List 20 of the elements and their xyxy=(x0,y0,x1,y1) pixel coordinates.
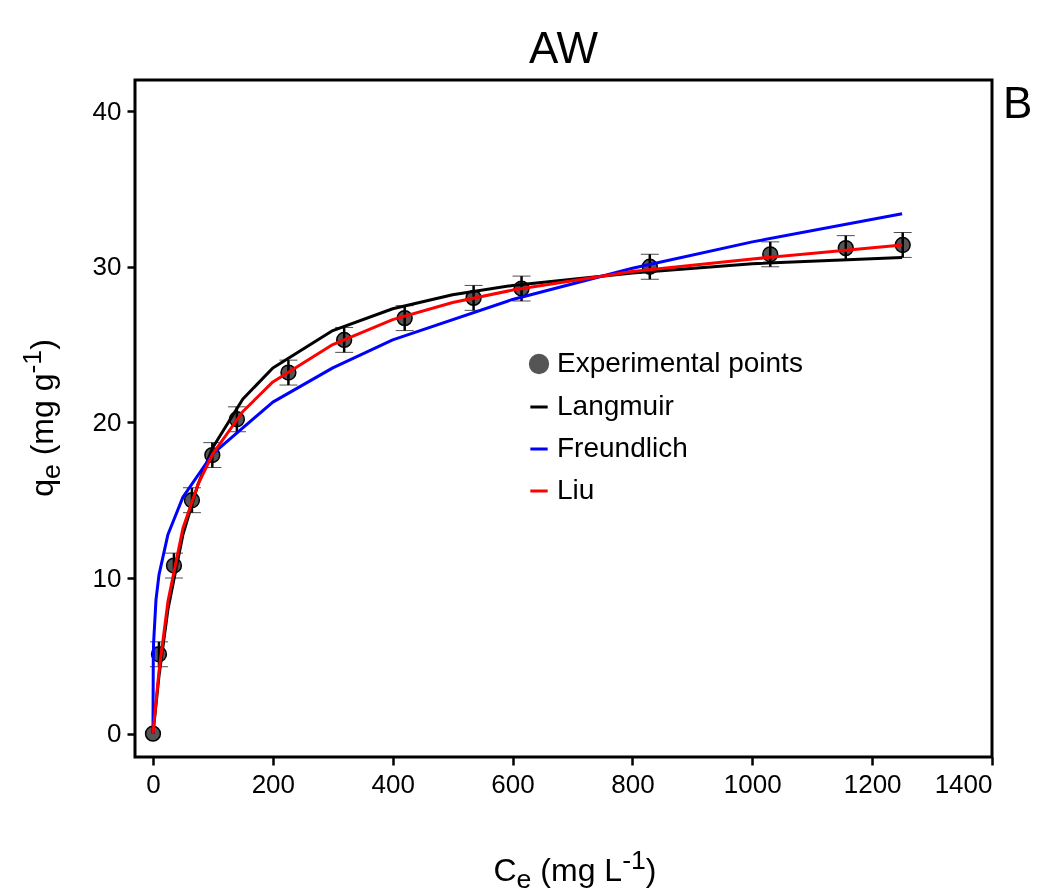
y-tick-label: 10 xyxy=(92,562,122,593)
y-tick-label: 0 xyxy=(107,718,122,749)
y-tick-label: 30 xyxy=(92,251,122,282)
x-tick-label: 800 xyxy=(611,768,655,799)
x-tick-label: 0 xyxy=(146,768,161,799)
y-tick-label: 20 xyxy=(92,406,122,437)
x-tick-label: 200 xyxy=(251,768,296,799)
legend-label: Liu xyxy=(557,474,595,505)
x-tick-label: 600 xyxy=(491,768,535,799)
legend-label: Langmuir xyxy=(557,390,674,421)
legend-label: Freundlich xyxy=(557,432,688,463)
x-tick-label: 400 xyxy=(371,768,415,799)
x-tick-label: 1400 xyxy=(934,768,993,799)
chart-title: AW xyxy=(528,23,599,72)
x-tick-label: 1200 xyxy=(843,768,902,799)
y-tick-label: 40 xyxy=(92,95,122,126)
text: B xyxy=(1003,78,1033,128)
x-axis-title: C$_{e}$ (mg L$^{-1}$) xyxy=(493,845,657,895)
x-tick-label: 1000 xyxy=(723,768,782,799)
legend-label: Experimental points xyxy=(557,347,803,378)
